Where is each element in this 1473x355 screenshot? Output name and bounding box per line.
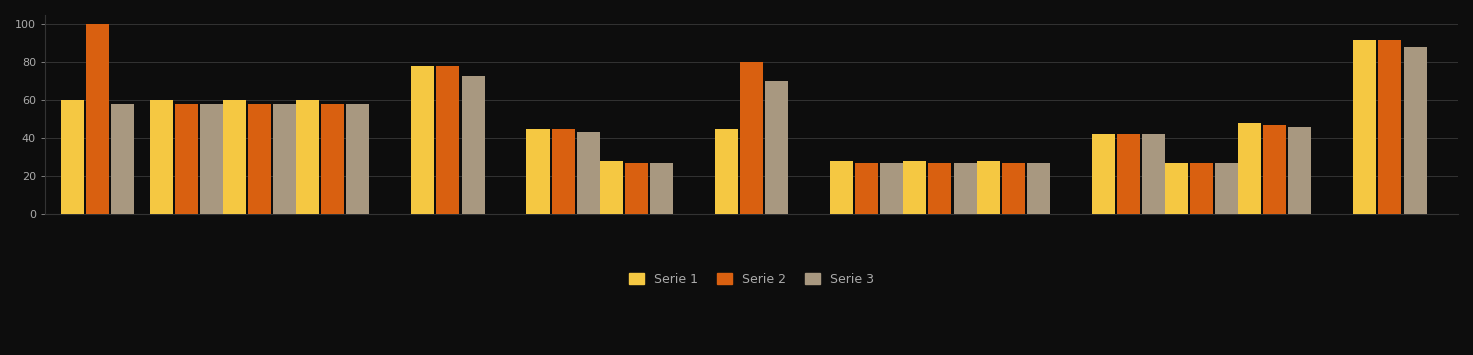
Bar [526, 129, 549, 214]
Bar [222, 100, 246, 214]
Bar [1239, 123, 1261, 214]
Bar [903, 161, 927, 214]
Bar [600, 161, 623, 214]
Bar [1002, 163, 1025, 214]
Bar [714, 129, 738, 214]
Bar [1404, 47, 1427, 214]
Bar [1289, 127, 1311, 214]
Bar [150, 100, 172, 214]
Bar [1190, 163, 1214, 214]
Bar [1027, 163, 1050, 214]
Bar [110, 104, 134, 214]
Bar [200, 104, 222, 214]
Bar [551, 129, 574, 214]
Bar [247, 104, 271, 214]
Bar [650, 163, 673, 214]
Bar [321, 104, 345, 214]
Bar [1165, 163, 1187, 214]
Bar [60, 100, 84, 214]
Bar [1091, 134, 1115, 214]
Bar [1264, 125, 1286, 214]
Bar [1117, 134, 1140, 214]
Bar [273, 104, 296, 214]
Bar [1354, 40, 1376, 214]
Bar [764, 81, 788, 214]
Bar [953, 163, 977, 214]
Bar [175, 104, 197, 214]
Bar [577, 132, 600, 214]
Bar [1379, 40, 1401, 214]
Bar [881, 163, 903, 214]
Bar [296, 100, 320, 214]
Bar [928, 163, 952, 214]
Bar [977, 161, 1000, 214]
Bar [625, 163, 648, 214]
Bar [411, 66, 435, 214]
Legend: Serie 1, Serie 2, Serie 3: Serie 1, Serie 2, Serie 3 [625, 268, 879, 291]
Bar [829, 161, 853, 214]
Bar [436, 66, 460, 214]
Bar [1215, 163, 1239, 214]
Bar [346, 104, 370, 214]
Bar [85, 24, 109, 214]
Bar [461, 76, 485, 214]
Bar [856, 163, 878, 214]
Bar [739, 62, 763, 214]
Bar [1142, 134, 1165, 214]
